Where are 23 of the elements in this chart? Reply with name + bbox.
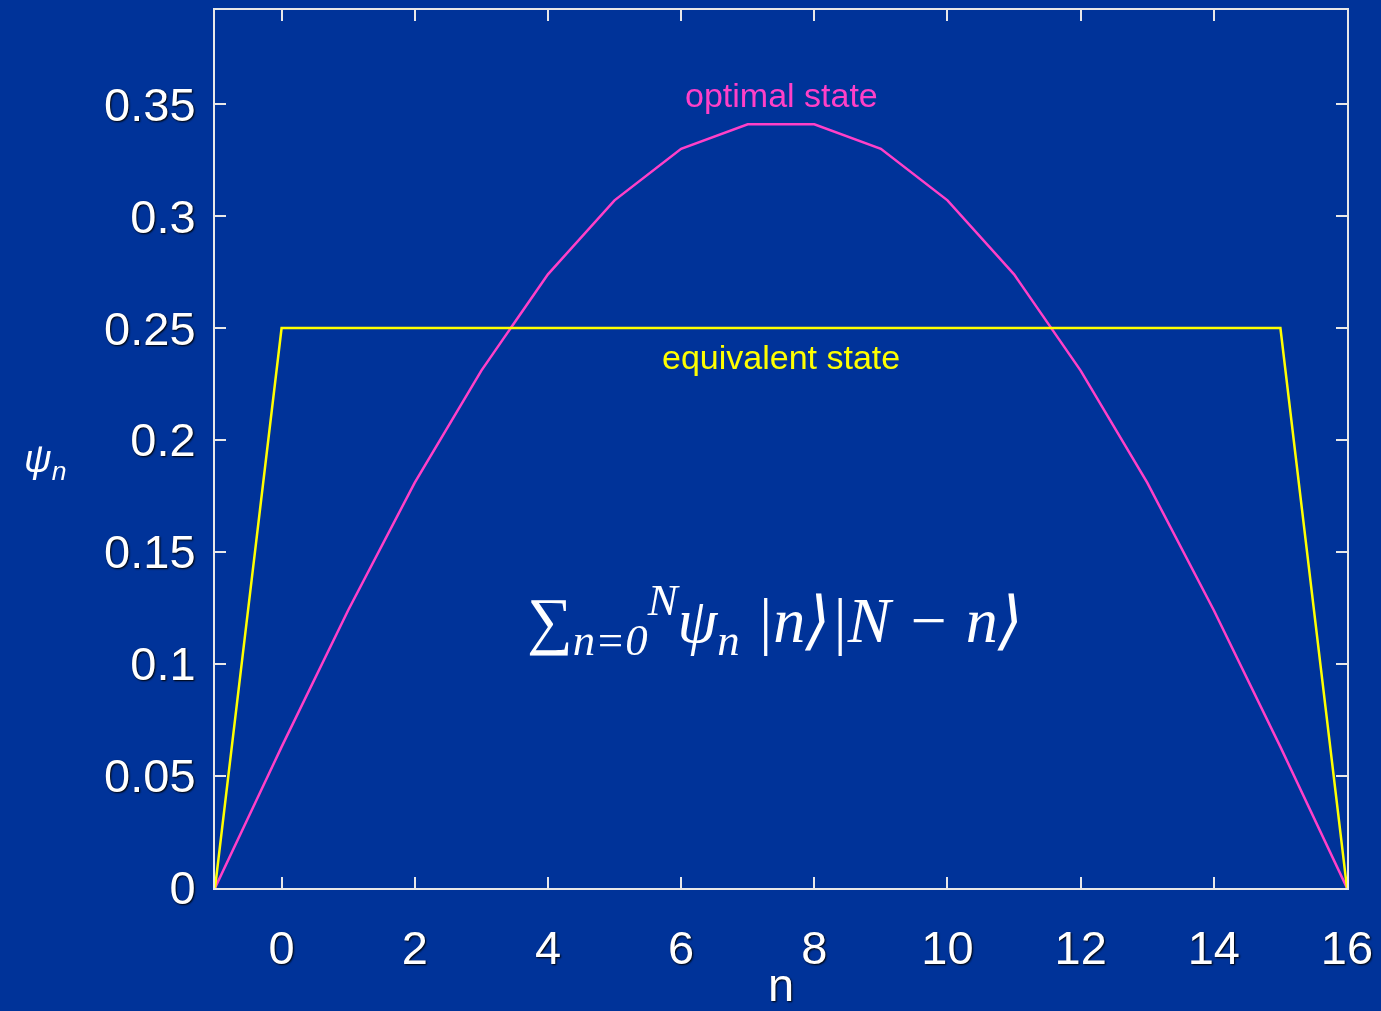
- x-tick-label: 14: [1187, 921, 1240, 975]
- x-tick-label: 4: [534, 921, 562, 975]
- x-axis-title: n: [767, 958, 795, 1011]
- y-tick-label: 0.2: [130, 413, 196, 467]
- y-tick-label: 0.1: [130, 637, 196, 691]
- series-label: equivalent state: [662, 338, 901, 376]
- line-series: [215, 122, 1347, 888]
- x-tick-label: 8: [801, 921, 828, 975]
- x-tick-label: 0: [268, 921, 295, 975]
- x-tick-label: 12: [1054, 921, 1107, 975]
- y-tick-label: 0.05: [104, 749, 196, 803]
- y-tick-label: 0: [169, 861, 196, 915]
- x-tick-label: 6: [668, 921, 695, 975]
- y-tick-label: 0.35: [104, 77, 196, 131]
- y-tick-label: 0.3: [130, 189, 196, 243]
- y-tick-label: 0.15: [104, 525, 196, 579]
- x-tick-label: 2: [401, 921, 428, 975]
- x-tick-label: 10: [921, 921, 974, 975]
- annotation: ∑$_{n=0}$$^{N}$ψ$_{n}$ |n⟩|N − n⟩: [527, 575, 1023, 666]
- y-tick-label: 0.25: [104, 301, 196, 355]
- y-axis-title: ψ$_{n}$: [24, 438, 67, 486]
- series-label: optimal state: [685, 76, 878, 114]
- x-tick-label: 16: [1320, 921, 1374, 975]
